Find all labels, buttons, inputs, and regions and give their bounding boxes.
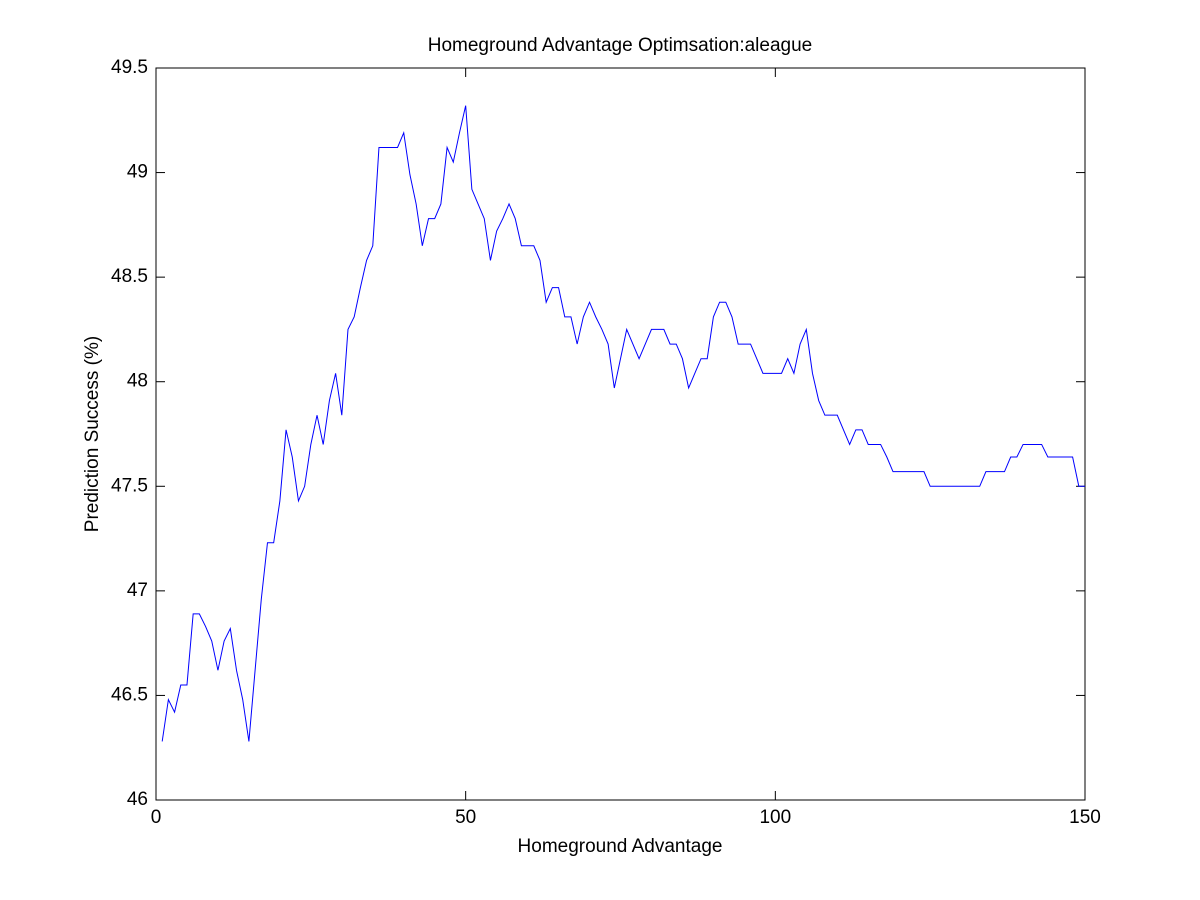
- y-tick-label: 49.5: [111, 57, 148, 78]
- y-tick-label: 47.5: [111, 475, 148, 496]
- x-tick-label: 50: [455, 807, 476, 828]
- data-line: [161, 105, 1085, 742]
- y-tick-label: 46: [127, 789, 148, 810]
- y-tick-label: 46.5: [111, 684, 148, 705]
- y-tick-label: 49: [127, 162, 148, 183]
- chart-title: Homeground Advantage Optimsation:aleague: [428, 35, 812, 56]
- y-tick-label: 48: [127, 371, 148, 392]
- y-tick-label: 48.5: [111, 266, 148, 287]
- x-axis-label: Homeground Advantage: [518, 836, 723, 857]
- x-tick-label: 100: [759, 807, 791, 828]
- y-tick-label: 47: [127, 580, 148, 601]
- x-tick-label: 150: [1069, 807, 1101, 828]
- x-tick-label: 0: [151, 807, 162, 828]
- plot-area: [155, 67, 1086, 801]
- y-axis-label: Prediction Success (%): [82, 336, 103, 532]
